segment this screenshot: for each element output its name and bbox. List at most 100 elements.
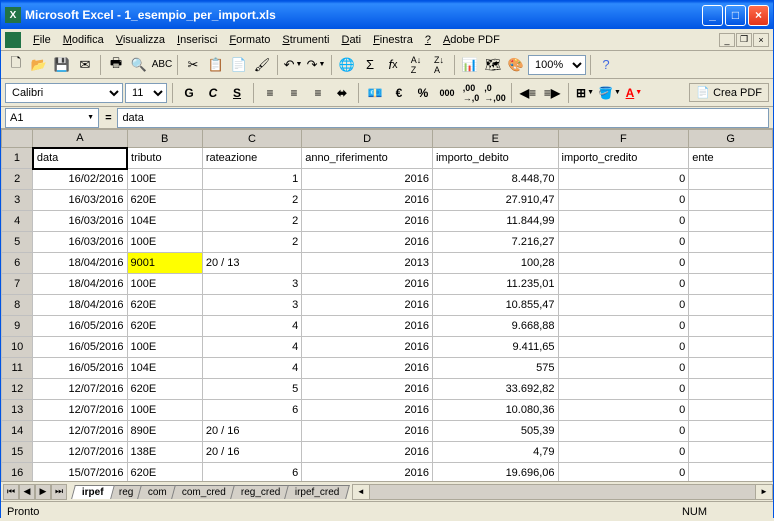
cell[interactable]: 100E — [127, 337, 202, 358]
font-color-button[interactable]: A▼ — [623, 82, 645, 104]
namebox-dropdown-icon[interactable]: ▼ — [87, 114, 94, 121]
sheet-tab-irpef_cred[interactable]: irpef_cred — [285, 485, 351, 499]
cell[interactable]: 12/07/2016 — [33, 400, 127, 421]
mdi-restore-button[interactable]: ❐ — [736, 33, 752, 47]
spell-icon[interactable]: ABC — [151, 54, 173, 76]
cell[interactable]: 10.080,36 — [432, 400, 558, 421]
cell[interactable]: 0 — [558, 358, 689, 379]
cell[interactable]: ente — [689, 148, 773, 169]
inc-indent-button[interactable]: ≡▶ — [541, 82, 563, 104]
row-header-14[interactable]: 14 — [2, 421, 33, 442]
cell[interactable]: 0 — [558, 316, 689, 337]
sheet-tab-reg_cred[interactable]: reg_cred — [230, 485, 291, 499]
cell[interactable]: 2016 — [302, 169, 433, 190]
dec-decimal-button[interactable]: ,0→,00 — [484, 82, 506, 104]
cell[interactable]: 4 — [202, 316, 301, 337]
mail-icon[interactable]: ✉ — [74, 54, 96, 76]
menu-formato[interactable]: Formato — [223, 32, 276, 48]
help-icon[interactable]: ? — [595, 54, 617, 76]
row-header-3[interactable]: 3 — [2, 190, 33, 211]
tab-next-button[interactable]: ▶ — [35, 484, 51, 500]
menu-dati[interactable]: Dati — [335, 32, 367, 48]
new-icon[interactable]: 🗋 — [5, 54, 27, 76]
row-header-8[interactable]: 8 — [2, 295, 33, 316]
cell[interactable]: 6 — [202, 463, 301, 482]
fontsize-combo[interactable]: 11 — [125, 83, 167, 103]
cell[interactable]: 2016 — [302, 358, 433, 379]
cell[interactable]: 2016 — [302, 316, 433, 337]
bold-button[interactable]: G — [178, 82, 200, 104]
cell[interactable] — [689, 274, 773, 295]
fill-color-button[interactable]: 🪣▼ — [598, 82, 621, 104]
menu-modifica[interactable]: Modifica — [57, 32, 110, 48]
col-header-A[interactable]: A — [33, 130, 127, 148]
cell[interactable]: 505,39 — [432, 421, 558, 442]
cell[interactable]: 6 — [202, 400, 301, 421]
open-icon[interactable]: 📂 — [28, 54, 50, 76]
map-icon[interactable]: 🗺 — [482, 54, 504, 76]
col-header-C[interactable]: C — [202, 130, 301, 148]
borders-button[interactable]: ⊞▼ — [574, 82, 596, 104]
cell[interactable]: 0 — [558, 211, 689, 232]
cell[interactable]: 620E — [127, 316, 202, 337]
cell[interactable]: 20 / 16 — [202, 442, 301, 463]
cell[interactable]: 100,28 — [432, 253, 558, 274]
preview-icon[interactable]: 🔍 — [128, 54, 150, 76]
cell[interactable] — [689, 253, 773, 274]
paste-icon[interactable]: 📄 — [228, 54, 250, 76]
cell[interactable]: data — [33, 148, 127, 169]
cell[interactable]: 2016 — [302, 463, 433, 482]
hyperlink-icon[interactable]: 🌐 — [336, 54, 358, 76]
cell[interactable] — [689, 169, 773, 190]
cell[interactable]: 12/07/2016 — [33, 379, 127, 400]
cell[interactable]: 12/07/2016 — [33, 442, 127, 463]
col-header-B[interactable]: B — [127, 130, 202, 148]
menu-adobe pdf[interactable]: Adobe PDF — [437, 32, 506, 48]
row-header-2[interactable]: 2 — [2, 169, 33, 190]
percent-button[interactable]: % — [412, 82, 434, 104]
cell[interactable]: 620E — [127, 295, 202, 316]
cell[interactable]: 11.235,01 — [432, 274, 558, 295]
cell[interactable]: 100E — [127, 274, 202, 295]
cell[interactable]: 620E — [127, 190, 202, 211]
select-all-corner[interactable] — [2, 130, 33, 148]
col-header-G[interactable]: G — [689, 130, 773, 148]
cell[interactable]: 15/07/2016 — [33, 463, 127, 482]
cell[interactable]: 104E — [127, 358, 202, 379]
cell[interactable]: 1 — [202, 169, 301, 190]
sort-asc-icon[interactable]: A↓Z — [405, 54, 427, 76]
maximize-button[interactable]: □ — [725, 5, 746, 26]
cell[interactable]: 620E — [127, 379, 202, 400]
cell[interactable]: 4 — [202, 337, 301, 358]
italic-button[interactable]: C — [202, 82, 224, 104]
cell[interactable]: 16/03/2016 — [33, 211, 127, 232]
cell[interactable]: 0 — [558, 169, 689, 190]
inc-decimal-button[interactable]: ,00→,0 — [460, 82, 482, 104]
col-header-F[interactable]: F — [558, 130, 689, 148]
cell[interactable]: 0 — [558, 400, 689, 421]
cell[interactable]: 0 — [558, 379, 689, 400]
tab-first-button[interactable]: ⏮ — [3, 484, 19, 500]
cell[interactable]: 11.844,99 — [432, 211, 558, 232]
row-header-7[interactable]: 7 — [2, 274, 33, 295]
cell[interactable]: 16/03/2016 — [33, 232, 127, 253]
menu-strumenti[interactable]: Strumenti — [276, 32, 335, 48]
cell[interactable] — [689, 379, 773, 400]
app-icon[interactable] — [5, 32, 21, 48]
cell[interactable]: 0 — [558, 442, 689, 463]
cell[interactable]: 2 — [202, 190, 301, 211]
row-header-4[interactable]: 4 — [2, 211, 33, 232]
row-header-1[interactable]: 1 — [2, 148, 33, 169]
dec-indent-button[interactable]: ◀≡ — [517, 82, 539, 104]
euro-button[interactable]: € — [388, 82, 410, 104]
cell[interactable]: 2016 — [302, 232, 433, 253]
cell[interactable]: tributo — [127, 148, 202, 169]
cell[interactable]: 2016 — [302, 211, 433, 232]
fx-label[interactable]: = — [105, 112, 111, 124]
chart-icon[interactable]: 📊 — [459, 54, 481, 76]
currency-button[interactable]: 💶 — [364, 82, 386, 104]
cell[interactable]: 16/05/2016 — [33, 316, 127, 337]
sheet-tab-irpef[interactable]: irpef — [71, 485, 114, 499]
cell[interactable]: 5 — [202, 379, 301, 400]
cell[interactable]: 100E — [127, 232, 202, 253]
